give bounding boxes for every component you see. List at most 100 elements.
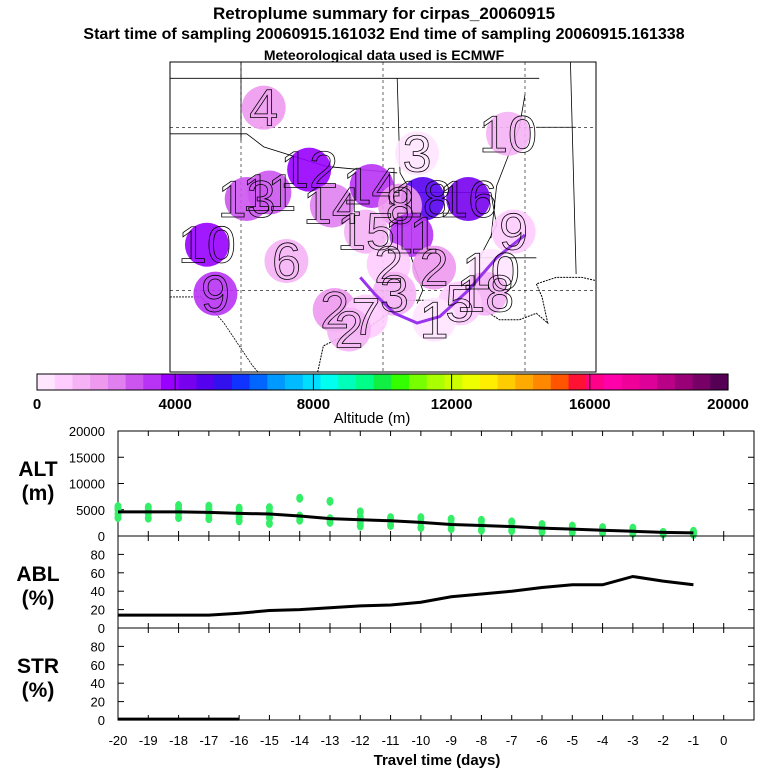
y-tick-label: 60: [91, 566, 105, 581]
altitude-scatter-point: [175, 501, 183, 511]
plume-day-label: 2: [320, 282, 349, 340]
altitude-scatter-point: [447, 514, 455, 524]
plume-day-label: 2: [334, 302, 363, 360]
colorbar-swatch: [373, 374, 392, 390]
plume-day-label: 11: [384, 207, 438, 265]
y-axis-label: (%): [22, 587, 55, 610]
colorbar-swatch: [54, 374, 74, 390]
timeseries-panels: 05000100001500020000ALT(m)020406080ABL(%…: [16, 424, 755, 768]
y-tick-label: 5000: [76, 503, 105, 518]
plume-circle: [241, 85, 286, 130]
series-line: [118, 574, 694, 617]
sampling-time-text: Start time of sampling 20060915.161032 E…: [83, 26, 685, 43]
x-tick-label: 0: [720, 733, 727, 748]
colorbar-swatch: [444, 374, 463, 390]
colorbar-swatch: [568, 374, 587, 390]
plume-centroid-track: [359, 233, 526, 325]
y-tick-label: 20000: [69, 424, 105, 439]
plume-circle: [395, 131, 440, 176]
colorbar-swatch: [338, 374, 357, 390]
colorbar-swatch: [90, 374, 109, 390]
colorbar-axis-title: Altitude (m): [334, 410, 411, 427]
x-tick-label: -8: [476, 733, 488, 748]
x-tick-label: -16: [230, 733, 249, 748]
plume-circle: [326, 307, 371, 352]
plume-day-label: 9: [499, 204, 528, 262]
colorbar-swatch: [515, 374, 534, 390]
y-tick-label: 20: [91, 695, 105, 710]
y-tick-label: 20: [91, 603, 105, 618]
altitude-scatter-point: [205, 501, 213, 511]
altitude-scatter-point: [417, 513, 425, 523]
altitude-colorbar: 0 4000 8000 12000 16000 20000 Altitude (m): [33, 373, 749, 427]
plume-circles: [184, 85, 536, 352]
x-tick-label: -3: [627, 733, 639, 748]
met-data-text: Meteorological data used is ECMWF: [263, 47, 505, 63]
y-tick-label: 60: [91, 658, 105, 673]
y-tick-label: 40: [91, 676, 105, 691]
plume-day-label: 3: [403, 125, 432, 183]
plume-day-label: 8: [386, 178, 415, 236]
plume-day-label: 10: [462, 243, 520, 301]
plume-day-label: 15: [337, 204, 395, 262]
colorbar-swatch: [37, 374, 56, 390]
x-tick-label: -17: [199, 733, 218, 748]
colorbar-swatch: [409, 374, 428, 390]
x-tick-label: -10: [411, 733, 430, 748]
x-tick-label: -4: [597, 733, 609, 748]
panel-abl: 0 20 40 60 80 ABL(%): [16, 535, 755, 636]
colorbar-swatch: [391, 374, 410, 390]
colorbar-swatch: [231, 374, 251, 390]
y-tick-label: 10000: [69, 477, 105, 492]
plume-day-label: 2: [420, 240, 449, 298]
plume-day-label: 16: [439, 171, 497, 229]
colorbar-swatch: [249, 374, 268, 390]
x-tick-label: -14: [290, 733, 309, 748]
colorbar-swatch: [161, 374, 180, 390]
chart-title: Retroplume summary for cirpas_20060915: [212, 4, 556, 23]
x-tick-label: -20: [109, 733, 128, 748]
plume-circle: [224, 177, 269, 222]
colorbar-swatch: [621, 374, 641, 390]
x-tick-label: -15: [260, 733, 279, 748]
y-axis-label: (m): [22, 482, 55, 505]
colorbar-swatch: [125, 374, 144, 390]
x-tick-label: -19: [139, 733, 158, 748]
plume-day-label: 7: [351, 289, 380, 347]
colorbar-swatch: [657, 374, 676, 390]
colorbar-swatch: [710, 374, 729, 390]
x-tick-label: -12: [351, 733, 370, 748]
colorbar-swatch: [178, 374, 198, 390]
y-axis-label: ALT: [18, 458, 57, 481]
plume-circle: [264, 239, 309, 284]
plume-track: [359, 233, 526, 325]
colorbar-swatch: [72, 374, 91, 390]
altitude-scatter-point: [265, 503, 273, 513]
colorbar-swatch: [586, 374, 605, 390]
colorbar-tick-label: 8000: [297, 396, 330, 413]
colorbar-swatch: [143, 374, 162, 390]
colorbar-swatch: [302, 374, 322, 390]
colorbar-swatch: [285, 374, 304, 390]
panel-frame: [117, 627, 755, 721]
plume-day-label: 14: [343, 158, 401, 216]
plume-day-label: 6: [272, 233, 301, 291]
colorbar-tick-label: 0: [33, 396, 41, 413]
colorbar-swatch: [107, 374, 127, 390]
series-line: [118, 510, 694, 535]
y-tick-label: 40: [91, 584, 105, 599]
panel-alt: 0 5000 10000 15000 20000 ALT(m): [18, 424, 755, 544]
x-tick-label: -1: [688, 733, 700, 748]
plume-circle: [343, 209, 388, 254]
colorbar-swatch: [196, 374, 215, 390]
panel-frame: [117, 430, 755, 537]
colorbar-swatch: [692, 374, 711, 390]
x-tick-label: -5: [567, 733, 579, 748]
plume-day-label: 4: [249, 80, 278, 138]
y-tick-label: 80: [91, 547, 105, 562]
y-tick-label: 0: [98, 713, 105, 728]
altitude-scatter-point: [144, 502, 152, 512]
colorbar-swatch: [214, 374, 233, 390]
